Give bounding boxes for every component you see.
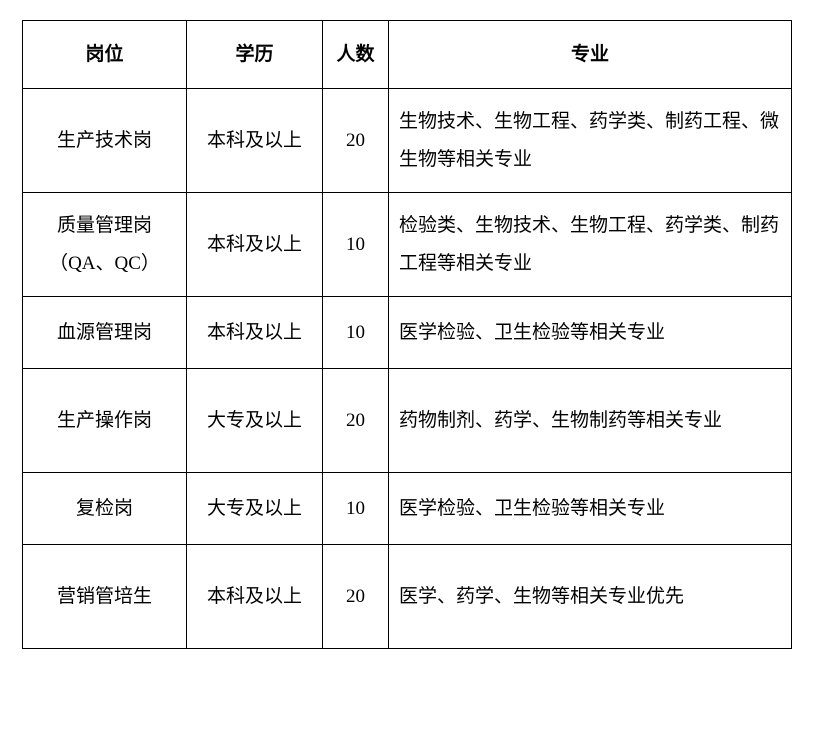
header-major: 专业 — [389, 21, 792, 89]
cell-education: 本科及以上 — [187, 545, 323, 649]
table-row: 复检岗 大专及以上 10 医学检验、卫生检验等相关专业 — [23, 473, 792, 545]
cell-education: 本科及以上 — [187, 89, 323, 193]
cell-major: 医学检验、卫生检验等相关专业 — [389, 473, 792, 545]
table-row: 生产技术岗 本科及以上 20 生物技术、生物工程、药学类、制药工程、微生物等相关… — [23, 89, 792, 193]
table-row: 营销管培生 本科及以上 20 医学、药学、生物等相关专业优先 — [23, 545, 792, 649]
job-postings-table: 岗位 学历 人数 专业 生产技术岗 本科及以上 20 生物技术、生物工程、药学类… — [22, 20, 792, 649]
cell-position: 营销管培生 — [23, 545, 187, 649]
header-position: 岗位 — [23, 21, 187, 89]
cell-count: 10 — [323, 193, 389, 297]
cell-major: 药物制剂、药学、生物制药等相关专业 — [389, 369, 792, 473]
table-row: 质量管理岗（QA、QC） 本科及以上 10 检验类、生物技术、生物工程、药学类、… — [23, 193, 792, 297]
cell-position: 血源管理岗 — [23, 297, 187, 369]
cell-education: 大专及以上 — [187, 473, 323, 545]
table-row: 生产操作岗 大专及以上 20 药物制剂、药学、生物制药等相关专业 — [23, 369, 792, 473]
cell-education: 大专及以上 — [187, 369, 323, 473]
cell-count: 10 — [323, 297, 389, 369]
cell-position: 生产操作岗 — [23, 369, 187, 473]
cell-education: 本科及以上 — [187, 297, 323, 369]
cell-position: 质量管理岗（QA、QC） — [23, 193, 187, 297]
header-count: 人数 — [323, 21, 389, 89]
cell-major: 检验类、生物技术、生物工程、药学类、制药工程等相关专业 — [389, 193, 792, 297]
cell-count: 20 — [323, 89, 389, 193]
table-header-row: 岗位 学历 人数 专业 — [23, 21, 792, 89]
cell-count: 20 — [323, 369, 389, 473]
cell-education: 本科及以上 — [187, 193, 323, 297]
cell-major: 医学、药学、生物等相关专业优先 — [389, 545, 792, 649]
cell-count: 10 — [323, 473, 389, 545]
cell-major: 生物技术、生物工程、药学类、制药工程、微生物等相关专业 — [389, 89, 792, 193]
cell-count: 20 — [323, 545, 389, 649]
table-row: 血源管理岗 本科及以上 10 医学检验、卫生检验等相关专业 — [23, 297, 792, 369]
cell-position: 复检岗 — [23, 473, 187, 545]
cell-position: 生产技术岗 — [23, 89, 187, 193]
header-education: 学历 — [187, 21, 323, 89]
cell-major: 医学检验、卫生检验等相关专业 — [389, 297, 792, 369]
